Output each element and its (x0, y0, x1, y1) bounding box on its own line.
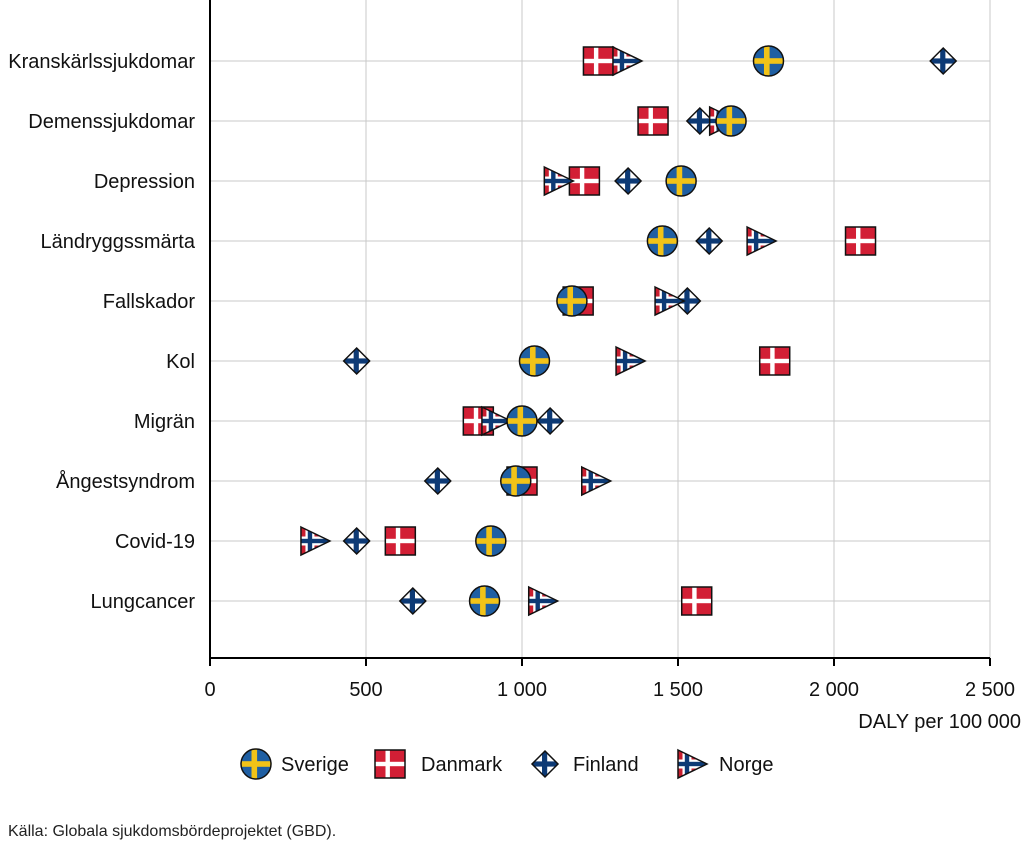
grid (210, 0, 991, 658)
point-norge (612, 45, 644, 77)
point-danmark (582, 46, 615, 76)
x-tick-label: 1 000 (497, 679, 547, 701)
point-norge (654, 285, 686, 317)
legend-label-finland: Finland (573, 754, 639, 776)
point-sverige (518, 345, 551, 377)
category-label: Lungcancer (90, 591, 195, 613)
category-label: Covid-19 (115, 531, 195, 553)
point-sverige (475, 525, 507, 557)
category-label: Fallskador (103, 291, 196, 313)
point-finland (536, 406, 565, 436)
axes (209, 0, 991, 666)
point-norge (581, 465, 613, 497)
point-danmark (384, 526, 417, 556)
point-sverige (752, 45, 785, 77)
category-label: Ångestsyndrom (56, 470, 195, 493)
x-tick-label: 500 (349, 679, 382, 701)
category-label: Demenssjukdomar (28, 111, 195, 133)
source-note: Källa: Globala sjukdomsbördeprojektet (G… (8, 823, 337, 840)
category-label: Depression (94, 171, 195, 193)
category-label: Kol (166, 351, 195, 373)
x-tick-label: 2 000 (809, 679, 859, 701)
finland-flag-diamond-icon (530, 749, 560, 779)
category-label: Ländryggssmärta (40, 231, 195, 253)
point-sverige (500, 465, 532, 497)
point-sverige (506, 405, 538, 437)
data-points (300, 45, 958, 617)
point-danmark (844, 226, 877, 256)
x-axis-title: DALY per 100 000 (858, 711, 1021, 733)
x-tick-label: 2 500 (965, 679, 1015, 701)
denmark-flag-square-icon (374, 749, 406, 779)
chart: Kranskärlssjukdomar Demenssjukdomar Depres… (8, 0, 1021, 780)
legend-label-danmark: Danmark (421, 754, 503, 776)
point-finland (929, 46, 958, 76)
point-norge (300, 525, 332, 557)
category-label: Migrän (134, 411, 195, 433)
point-danmark (758, 346, 791, 376)
point-finland (614, 166, 643, 196)
legend: Sverige Danmark Finland Norge (240, 748, 773, 780)
point-finland (398, 586, 427, 616)
legend-label-sverige: Sverige (281, 754, 349, 776)
legend-label-norge: Norge (719, 754, 773, 776)
category-label: Kranskärlssjukdomar (8, 51, 195, 73)
point-finland (695, 226, 724, 256)
point-finland (423, 466, 452, 496)
x-tick-labels: 0 500 1 000 1 500 2 000 2 500 (204, 679, 1015, 701)
point-sverige (715, 105, 747, 137)
point-sverige (468, 585, 501, 617)
category-labels: Kranskärlssjukdomar Demenssjukdomar Depres… (8, 51, 196, 613)
norway-flag-triangle-icon (677, 748, 709, 780)
point-danmark (637, 106, 669, 136)
x-tick-label: 1 500 (653, 679, 703, 701)
point-sverige (665, 165, 697, 197)
x-tick-label: 0 (204, 679, 215, 701)
point-danmark (680, 586, 713, 616)
point-norge (615, 345, 647, 377)
point-norge (527, 585, 560, 617)
point-sverige (556, 285, 588, 317)
point-norge (746, 225, 778, 257)
sweden-flag-circle-icon (240, 748, 272, 780)
point-sverige (646, 225, 679, 257)
